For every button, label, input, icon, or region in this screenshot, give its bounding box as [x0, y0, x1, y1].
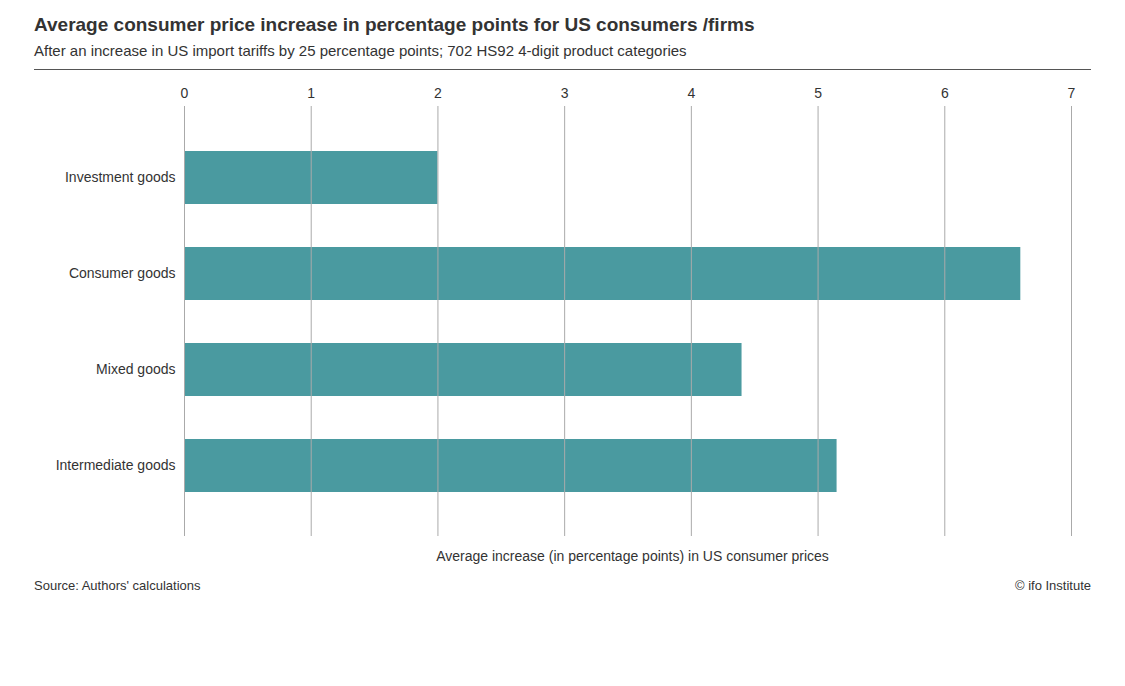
- svg-text:6: 6: [941, 85, 949, 101]
- html-text:Average consumer price increas: Average consumer price increase in perce…: [34, 14, 755, 35]
- svg-text:7: 7: [1068, 85, 1076, 101]
- svg-text:5: 5: [814, 85, 822, 101]
- html-text:Average increase (in percentag: Average increase (in percentage points) …: [436, 548, 829, 564]
- svg-text:1: 1: [307, 85, 315, 101]
- svg-text:Investment goods: Investment goods: [65, 169, 176, 185]
- svg-text:Consumer goods: Consumer goods: [69, 265, 176, 281]
- svg-text:Intermediate goods: Intermediate goods: [56, 457, 176, 473]
- svg-text:2: 2: [434, 85, 442, 101]
- html-text:After an increase in US import: After an increase in US import tariffs b…: [34, 42, 687, 59]
- svg-text:Mixed goods: Mixed goods: [96, 361, 175, 377]
- svg-text:3: 3: [561, 85, 569, 101]
- html-text:Source: Authors' calculations: Source: Authors' calculations: [34, 578, 201, 593]
- html-text:© ifo Institute: © ifo Institute: [1014, 578, 1091, 593]
- svg-text:0: 0: [181, 85, 189, 101]
- svg-text:4: 4: [687, 85, 695, 101]
